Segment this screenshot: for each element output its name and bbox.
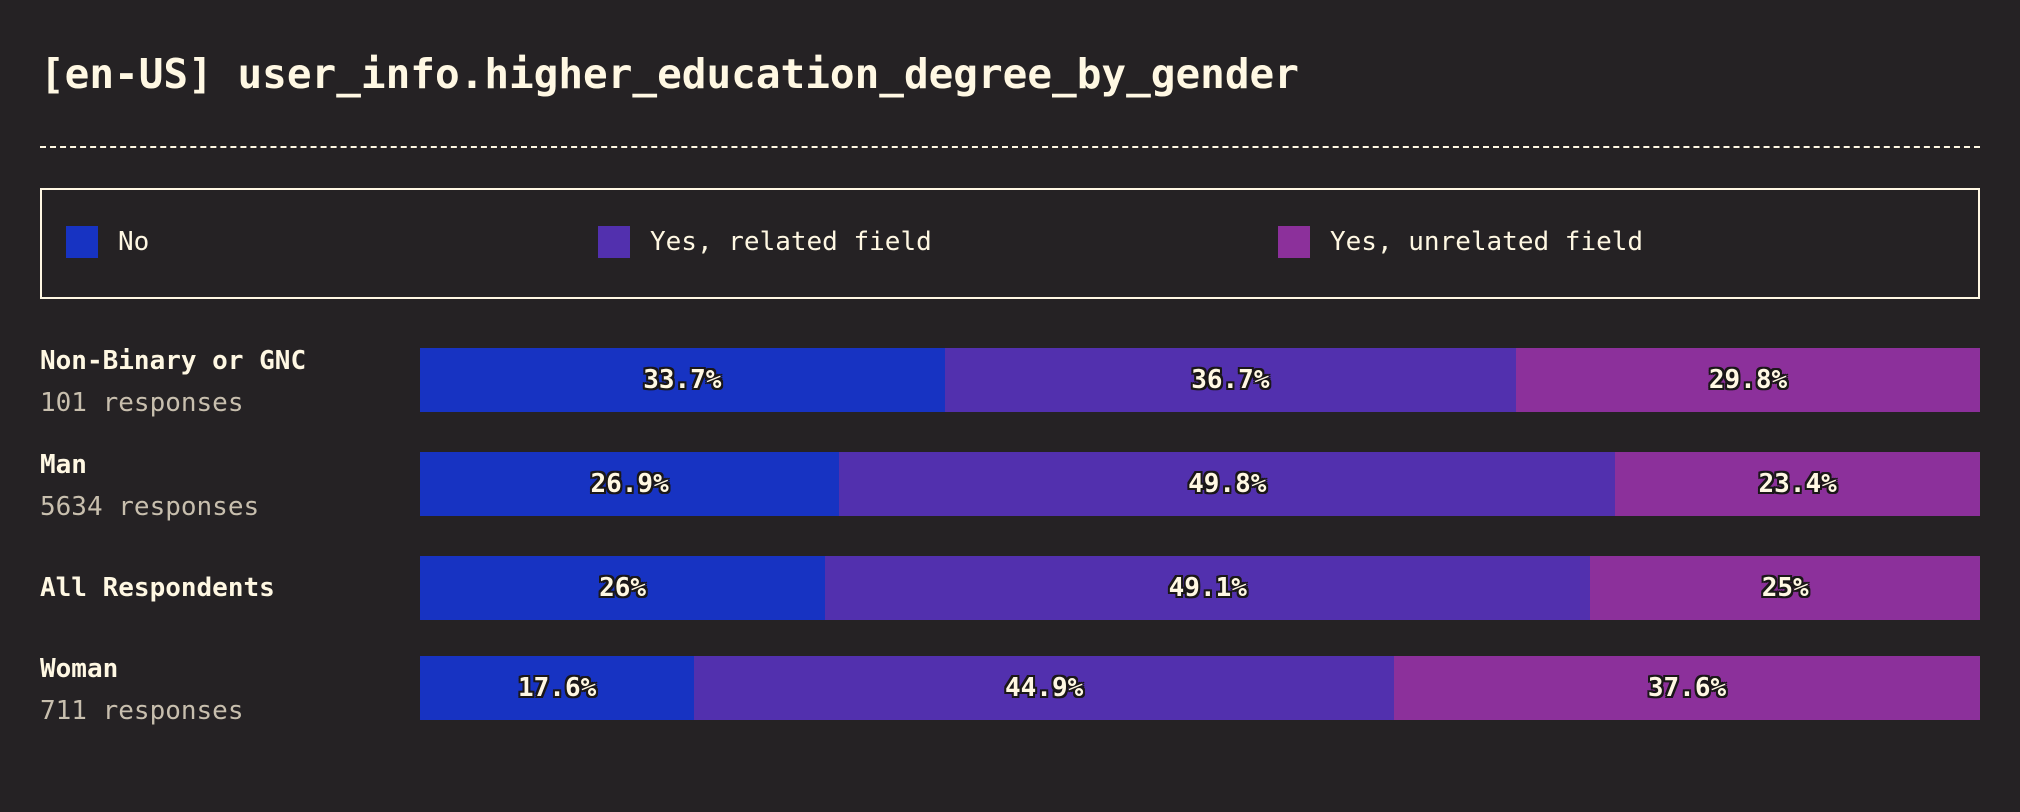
bar-segment-no: 33.7% [420, 348, 945, 412]
data-label: 44.9% [1005, 673, 1084, 703]
row-name: Man [40, 450, 87, 480]
bar-woman: 17.6% 44.9% 37.6% [420, 656, 1980, 720]
data-label: 25% [1761, 573, 1809, 603]
bar-segment-yes-unrelated: 29.8% [1516, 348, 1980, 412]
bar-man: 26.9% 49.8% 23.4% [420, 452, 1980, 516]
data-label: 17.6% [518, 673, 597, 703]
data-label: 49.1% [1168, 573, 1247, 603]
legend-label-yes-related: Yes, related field [650, 227, 932, 257]
legend: No Yes, related field Yes, unrelated fie… [40, 188, 1980, 299]
legend-item-yes-unrelated: Yes, unrelated field [1278, 225, 1643, 259]
legend-item-no: No [66, 225, 149, 259]
row-label-man: Man 5634 responses [40, 447, 400, 525]
bar-segment-yes-unrelated: 37.6% [1394, 656, 1980, 720]
data-label: 33.7% [643, 365, 722, 395]
bar-all-respondents: 26% 49.1% 25% [420, 556, 1980, 620]
title-divider [40, 146, 1980, 148]
legend-label-no: No [118, 227, 150, 257]
data-label: 36.7% [1191, 365, 1270, 395]
legend-label-yes-unrelated: Yes, unrelated field [1330, 227, 1644, 257]
row-name: Non-Binary or GNC [40, 346, 307, 376]
data-label: 23.4% [1758, 469, 1837, 499]
bar-non-binary: 33.7% 36.7% 29.8% [420, 348, 1980, 412]
legend-item-yes-related: Yes, related field [598, 225, 932, 259]
bar-segment-yes-related: 44.9% [694, 656, 1395, 720]
data-label: 29.8% [1708, 365, 1788, 395]
row-label-all-respondents: All Respondents [40, 570, 400, 606]
bar-segment-yes-unrelated: 25% [1590, 556, 1980, 620]
data-label: 26% [599, 573, 647, 603]
data-label: 37.6% [1647, 673, 1727, 703]
bar-segment-no: 17.6% [420, 656, 695, 720]
legend-swatch-yes-unrelated [1278, 226, 1310, 258]
row-label-non-binary: Non-Binary or GNC 101 responses [40, 343, 400, 421]
legend-swatch-no [66, 226, 98, 258]
bar-segment-no: 26% [420, 556, 826, 620]
data-label: 49.8% [1188, 469, 1267, 499]
row-name: All Respondents [40, 573, 275, 603]
data-label: 26.9% [590, 469, 669, 499]
bar-segment-yes-unrelated: 23.4% [1615, 452, 1980, 516]
legend-swatch-yes-related [598, 226, 630, 258]
bar-segment-yes-related: 49.1% [825, 556, 1591, 620]
row-response-count: 711 responses [40, 696, 244, 726]
bar-segment-yes-related: 49.8% [839, 452, 1616, 516]
row-response-count: 101 responses [40, 388, 244, 418]
bar-segment-no: 26.9% [420, 452, 840, 516]
row-name: Woman [40, 654, 119, 684]
bar-segment-yes-related: 36.7% [944, 348, 1517, 412]
chart-title: [en-US] user_info.higher_education_degre… [40, 50, 1299, 98]
row-label-woman: Woman 711 responses [40, 651, 400, 729]
row-response-count: 5634 responses [40, 492, 260, 522]
